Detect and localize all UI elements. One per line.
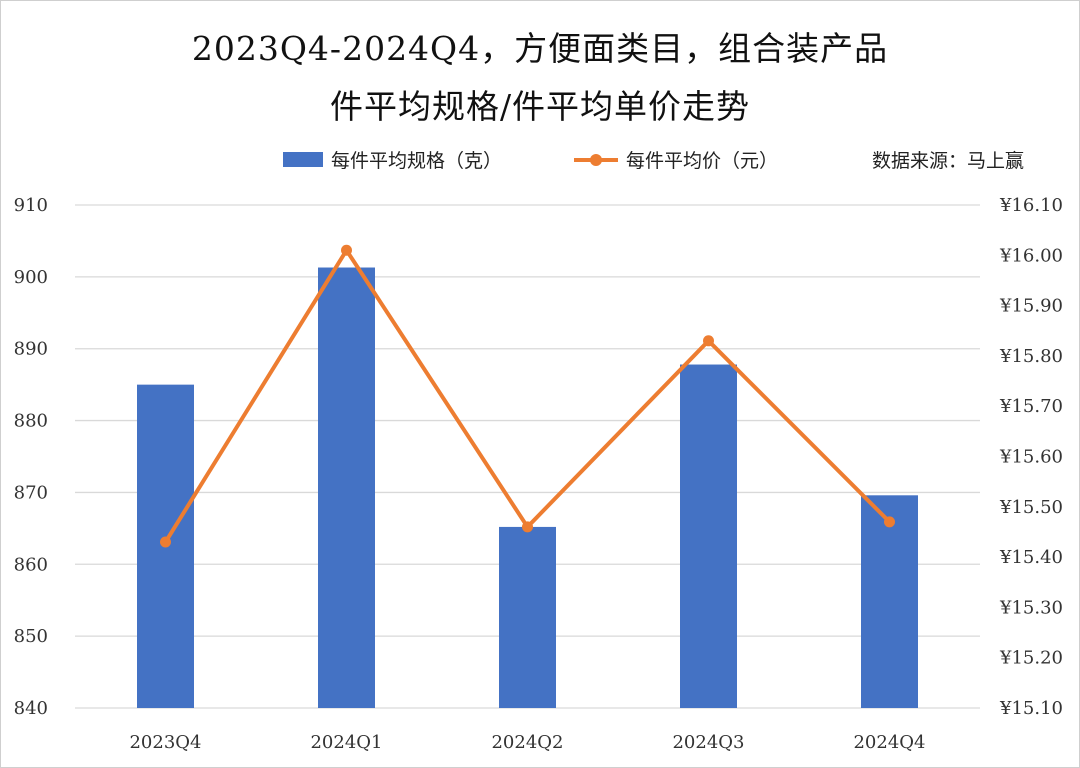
line-point — [522, 521, 533, 533]
bar — [499, 526, 556, 708]
right-axis-tick-label: ¥15.60 — [999, 447, 1063, 468]
legend-line-swatch — [574, 153, 618, 166]
right-axis-tick-label: ¥16.10 — [999, 195, 1063, 216]
price-line — [163, 248, 891, 544]
right-axis-tick-label: ¥15.20 — [999, 648, 1063, 669]
right-axis-tick-label: ¥15.10 — [999, 698, 1063, 719]
line-point — [341, 244, 352, 256]
x-axis-tick-label: 2024Q1 — [310, 732, 382, 753]
chart-title-line-2: 件平均规格/件平均单价走势 — [329, 87, 751, 126]
bar — [680, 364, 737, 708]
left-axis-tick-label: 870 — [14, 482, 48, 503]
right-axis-tick-label: ¥15.90 — [999, 296, 1063, 317]
legend-bar-label: 每件平均规格（克） — [331, 150, 503, 172]
source-note: 数据来源：马上赢 — [872, 150, 1025, 172]
left-axis-tick-label: 860 — [14, 554, 48, 575]
chart-title-line-1: 2023Q4-2024Q4，方便面类目，组合装产品 — [191, 29, 889, 68]
legend-bar-swatch — [283, 152, 323, 167]
left-axis-tick-label: 840 — [14, 698, 48, 719]
left-axis-tick-label: 890 — [14, 339, 48, 360]
legend-item-line: 每件平均价（元） — [574, 146, 778, 173]
right-axis-tick-label: ¥15.50 — [999, 497, 1063, 518]
x-axis-tick-label: 2024Q3 — [672, 732, 744, 753]
right-axis-tick-label: ¥15.80 — [999, 346, 1063, 367]
x-axis-tick-label: 2024Q2 — [491, 732, 563, 753]
right-axis-tick-label: ¥15.70 — [999, 396, 1063, 417]
legend-line-label: 每件平均价（元） — [626, 150, 779, 172]
bar — [318, 267, 375, 708]
right-axis-tick-label: ¥15.40 — [999, 547, 1063, 568]
right-axis-tick-label: ¥15.30 — [999, 597, 1063, 618]
left-axis-tick-label: 880 — [14, 411, 48, 432]
left-axis-tick-label: 900 — [14, 267, 48, 288]
left-axis-tick-label: 910 — [14, 195, 48, 216]
right-axis-tick-label: ¥16.00 — [999, 245, 1063, 266]
legend-item-bar: 每件平均规格（克） — [283, 146, 502, 173]
x-axis-tick-label: 2024Q4 — [853, 732, 925, 753]
line-point — [703, 335, 714, 347]
line-point — [884, 516, 895, 528]
left-axis-tick-label: 850 — [14, 626, 48, 647]
x-axis-tick-label: 2023Q4 — [129, 732, 201, 753]
line-point — [160, 536, 171, 548]
bar — [861, 495, 918, 708]
